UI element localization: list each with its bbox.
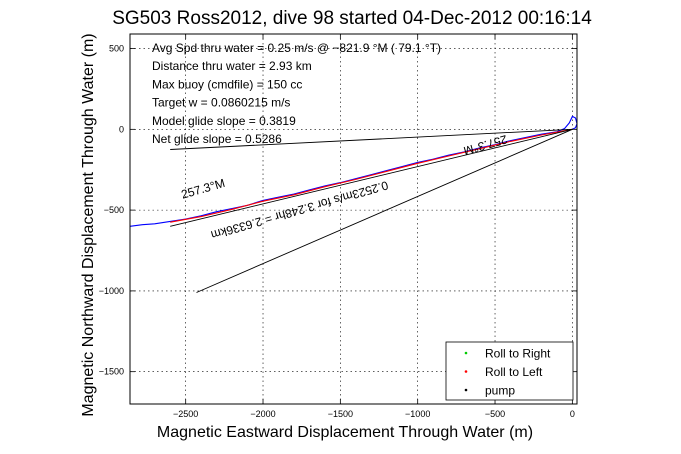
legend-label: Roll to Left: [485, 365, 543, 379]
x-tick-label: −1500: [328, 409, 353, 419]
legend-marker: [464, 351, 468, 355]
y-tick-label: 500: [109, 44, 124, 54]
x-tick-label: 0: [570, 409, 575, 419]
legend-marker: [464, 370, 468, 373]
stats-line: Max buoy (cmdfile) = 150 cc: [152, 77, 302, 91]
stats-line: Target w = 0.0860215 m/s: [152, 96, 290, 110]
x-tick-label: −2000: [250, 409, 275, 419]
y-axis-label: Magnetic Northward Displacement Through …: [80, 33, 97, 416]
series-layer: [129, 115, 578, 293]
x-tick-label: −1000: [405, 409, 430, 419]
series-line-4: [196, 128, 573, 293]
y-tick-label: 0: [119, 124, 124, 134]
annotation-label: 257.3°M: [180, 176, 227, 202]
legend: Roll to Right Roll to Left pump: [445, 341, 574, 401]
annotation-label: 257.3°M: [462, 132, 509, 158]
y-tick-label: −500: [104, 205, 124, 215]
x-tick-label: −2500: [173, 409, 198, 419]
stats-block: Avg Spd thru water = 0.25 m/s @ −821.9 °…: [152, 41, 441, 146]
series-line-1: [129, 115, 578, 227]
legend-label: Roll to Right: [485, 347, 551, 361]
y-tick-label: −1500: [99, 367, 124, 377]
legend-label: pump: [485, 384, 515, 398]
stats-line: Avg Spd thru water = 0.25 m/s @ −821.9 °…: [152, 41, 441, 55]
series-line-5: [170, 128, 573, 227]
stats-line: Net glide slope = 0.5286: [152, 132, 282, 146]
tick-layer: −2500 −2000 −1500 −1000 −500 0 500 0 −500 −1000 −1…: [99, 34, 577, 419]
series-line-2: [170, 128, 573, 223]
plot-frame: [129, 33, 578, 405]
stats-line: Distance thru water = 2.93 km: [152, 59, 312, 73]
plot-box: [129, 33, 578, 405]
annotation-layer: 257.3°M0.2523m/s for 3.248hr = 2.6336km2…: [180, 132, 509, 242]
legend-marker: [464, 388, 468, 392]
series-line-3: [170, 128, 573, 150]
x-axis-label: Magnetic Eastward Displacement Through W…: [157, 424, 533, 441]
stats-line: Model glide slope = 0.3819: [152, 114, 296, 128]
y-tick-label: −1000: [99, 286, 124, 296]
chart-title: SG503 Ross2012, dive 98 started 04-Dec-2…: [112, 8, 592, 29]
x-tick-label: −500: [485, 409, 505, 419]
